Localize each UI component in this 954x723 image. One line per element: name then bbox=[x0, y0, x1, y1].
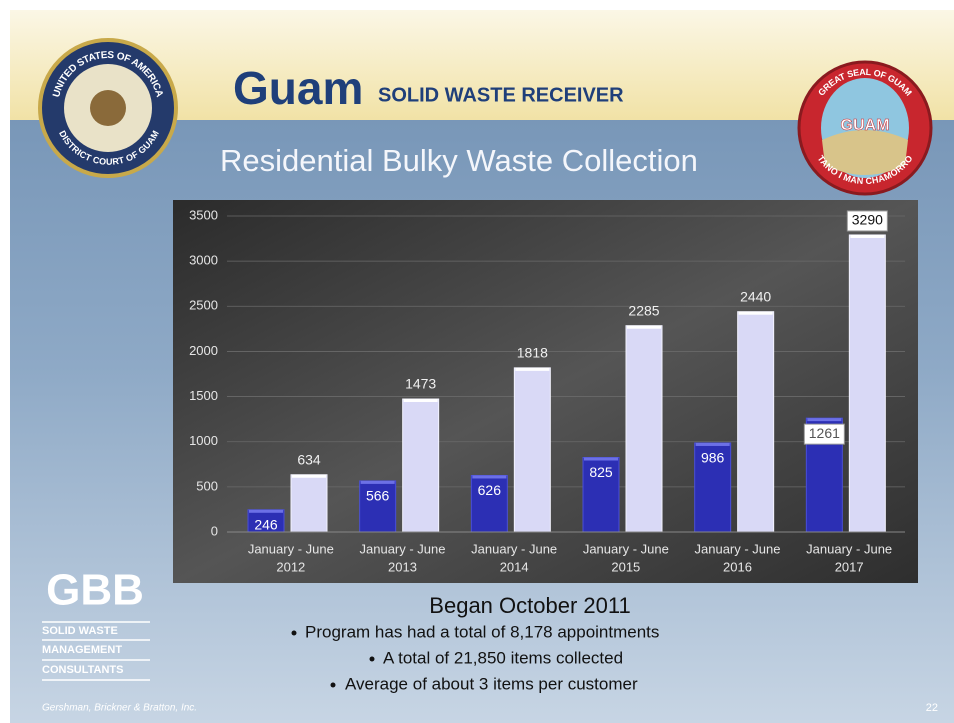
bar bbox=[513, 367, 551, 533]
y-tick-label: 3000 bbox=[189, 253, 218, 268]
page-number: 22 bbox=[926, 702, 938, 714]
x-tick-label: 2017 bbox=[835, 559, 864, 574]
value-label-box bbox=[803, 423, 845, 445]
gbb-logo: GBB SOLID WASTE MANAGEMENT CONSULTANTS bbox=[42, 566, 150, 681]
value-label-box bbox=[846, 210, 888, 232]
x-tick-label: January - June bbox=[806, 541, 892, 556]
x-tick-label: January - June bbox=[360, 541, 446, 556]
bar bbox=[848, 234, 886, 533]
x-tick-label: January - June bbox=[248, 541, 334, 556]
bullet bbox=[369, 656, 375, 662]
chart: 0 500 1000 1500 2000 2500 3000 3500 January - Ju… bbox=[189, 207, 905, 574]
x-tick-label: 2015 bbox=[611, 559, 640, 574]
x-tick-label: January - June bbox=[583, 541, 669, 556]
bar bbox=[402, 398, 440, 533]
y-tick-label: 2000 bbox=[189, 343, 218, 358]
bar-highlight bbox=[292, 474, 326, 478]
subtitle: SOLID WASTE RECEIVER bbox=[378, 84, 624, 106]
value-label: 2440 bbox=[740, 288, 771, 304]
value-label: 626 bbox=[478, 482, 502, 498]
right-seal: GREAT SEAL OF GUAM GUAM TANO I MAN CHAMO… bbox=[797, 60, 933, 196]
bar-highlight bbox=[850, 234, 885, 238]
value-label: 566 bbox=[366, 488, 390, 504]
value-label: 1261 bbox=[809, 425, 840, 441]
y-tick-label: 1500 bbox=[189, 388, 218, 403]
footer-company: Gershman, Brickner & Bratton, Inc. bbox=[42, 703, 197, 714]
bar bbox=[359, 480, 397, 533]
left-seal: UNITED STATES OF AMERICA DISTRICT COURT … bbox=[38, 38, 178, 178]
bar-highlight bbox=[403, 399, 438, 403]
value-label: 1818 bbox=[517, 345, 548, 361]
bar-highlight bbox=[360, 480, 395, 484]
bullet-text: Average of about 3 items per customer bbox=[345, 674, 638, 693]
value-label: 2285 bbox=[628, 302, 659, 318]
x-tick-label: 2012 bbox=[276, 559, 305, 574]
logo-mark: GBB bbox=[46, 566, 144, 615]
notes-heading: Began October 2011 bbox=[429, 593, 630, 618]
bar-highlight bbox=[472, 475, 507, 479]
brand: Guam bbox=[233, 62, 363, 114]
bullet bbox=[291, 630, 297, 636]
logo-line: SOLID WASTE bbox=[42, 625, 118, 637]
slide-title: Residential Bulky Waste Collection bbox=[220, 143, 698, 178]
bar-highlight bbox=[249, 509, 283, 513]
value-label: 634 bbox=[297, 451, 321, 467]
x-tick-label: January - June bbox=[471, 541, 557, 556]
logo-line: CONSULTANTS bbox=[42, 664, 123, 676]
bullet-text: A total of 21,850 items collected bbox=[383, 648, 623, 667]
bar bbox=[737, 311, 775, 533]
bar-highlight bbox=[627, 325, 661, 329]
value-label: 3290 bbox=[852, 212, 883, 228]
value-label: 1473 bbox=[405, 376, 436, 392]
bar bbox=[694, 442, 732, 533]
y-tick-label: 500 bbox=[196, 478, 218, 493]
value-label: 986 bbox=[701, 450, 725, 466]
logo-line: MANAGEMENT bbox=[42, 644, 122, 656]
bar-highlight bbox=[738, 311, 773, 315]
seal-text: GUAM bbox=[841, 117, 890, 134]
bar-highlight bbox=[584, 457, 618, 461]
x-tick-label: 2016 bbox=[723, 559, 752, 574]
bullet-text: Program has had a total of 8,178 appoint… bbox=[305, 622, 659, 641]
y-tick-label: 3500 bbox=[189, 207, 218, 222]
y-tick-label: 0 bbox=[211, 523, 218, 538]
y-tick-label: 2500 bbox=[189, 298, 218, 313]
bar-highlight bbox=[695, 442, 730, 446]
value-label: 825 bbox=[589, 464, 613, 480]
bar bbox=[625, 325, 663, 533]
bar bbox=[290, 474, 328, 533]
y-tick-label: 1000 bbox=[189, 433, 218, 448]
bar-highlight bbox=[807, 418, 842, 422]
bullet bbox=[330, 682, 336, 688]
bar-highlight bbox=[515, 367, 550, 371]
x-tick-label: 2014 bbox=[500, 559, 529, 574]
value-label: 246 bbox=[254, 516, 278, 532]
x-tick-label: January - June bbox=[695, 541, 781, 556]
x-tick-label: 2013 bbox=[388, 559, 417, 574]
